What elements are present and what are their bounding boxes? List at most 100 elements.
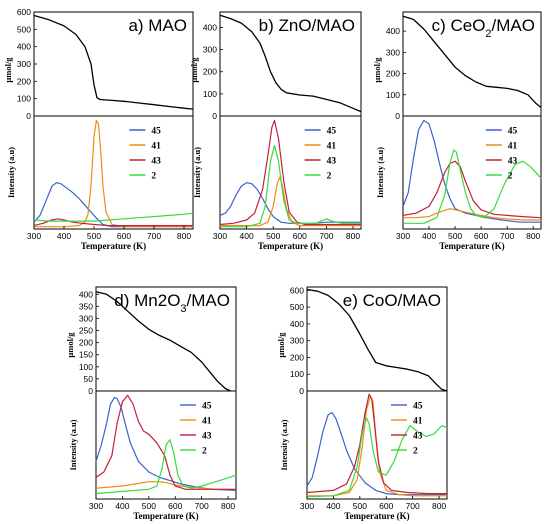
x-tick-label: 600 — [117, 231, 131, 241]
x-axis-label: Temperature (K) — [439, 241, 504, 251]
chart-panel-4: 0 50 100 150 200 250 300 350 400 μmol/g d) Mn2O3/M… — [65, 286, 237, 521]
bottom-plot: Intensity (a.u) 45 41 43 2 300 400 500 600 700 800… — [68, 390, 237, 521]
y-tick-label: 300 — [386, 47, 400, 57]
y-tick-label: 100 — [290, 369, 304, 379]
series-line-45 — [95, 396, 237, 491]
legend-label-45: 45 — [327, 127, 337, 137]
chart-panel-1: 0 100 200 300 400 500 600 μmol/g a) MAO Intensity… — [3, 7, 194, 251]
bottom-plot: Intensity (a.u) 45 41 43 2 300 400 500 600 700 800… — [375, 115, 542, 251]
y-tick-label: 50 — [84, 374, 94, 384]
legend-label-43: 43 — [327, 157, 337, 167]
legend-label-2: 2 — [508, 172, 513, 182]
x-tick-label: 500 — [266, 231, 280, 241]
series-line-2 — [403, 149, 542, 224]
legend-label-41: 41 — [508, 142, 518, 152]
legend-label-43: 43 — [413, 432, 423, 442]
uptake-series-line — [219, 14, 362, 113]
bottom-y-axis-label: Intensity (a.u) — [68, 419, 78, 470]
bottom-plot: Intensity (a.u) 45 41 43 2 300 400 500 600 700 800… — [279, 390, 448, 521]
bottom-plot-frame — [402, 115, 542, 230]
x-tick-label: 400 — [57, 231, 71, 241]
series-line-43 — [95, 394, 236, 490]
y-tick-label: 300 — [290, 336, 304, 346]
legend: 45 41 43 2 — [304, 127, 337, 182]
legend: 45 41 43 2 — [391, 402, 423, 457]
top-y-axis-label: μmol/g — [372, 57, 382, 83]
y-tick-label: 400 — [386, 26, 400, 36]
series-line-41 — [403, 208, 541, 221]
y-tick-label: 100 — [203, 89, 217, 99]
top-plot: 0 100 200 300 400 μmol/g b) ZnO/MAO — [189, 11, 362, 121]
legend-label-43: 43 — [508, 157, 518, 167]
y-tick-label: 100 — [17, 94, 31, 104]
x-tick-label: 400 — [240, 231, 254, 241]
legend-label-2: 2 — [151, 172, 156, 182]
top-plot: 0 100 200 300 400 500 600 μmol/g e) CoO/MAO — [276, 285, 448, 396]
panel-title: e) CoO/MAO — [343, 291, 441, 310]
bottom-y-axis-label: Intensity (a.u) — [192, 147, 202, 198]
top-plot: 0 100 200 300 400 μmol/g c) CeO2/MAO — [372, 11, 542, 121]
x-tick-label: 400 — [115, 501, 129, 511]
series-line-45 — [219, 182, 361, 224]
legend: 45 41 43 2 — [485, 127, 518, 182]
panel-title: d) Mn2O3/MAO — [114, 291, 230, 315]
y-tick-label: 300 — [17, 59, 31, 69]
panel-title: b) ZnO/MAO — [259, 16, 355, 35]
legend-label-2: 2 — [413, 447, 418, 457]
bottom-plot-frame — [95, 390, 237, 500]
legend-label-41: 41 — [202, 417, 212, 427]
legend: 45 41 43 2 — [180, 402, 212, 457]
legend-label-45: 45 — [151, 127, 161, 137]
legend-label-41: 41 — [327, 142, 337, 152]
x-tick-label: 600 — [168, 501, 182, 511]
legend-label-45: 45 — [508, 127, 518, 137]
chart-panel-3: 0 100 200 300 400 μmol/g c) CeO2/MAO Intensity … — [372, 11, 542, 251]
series-line-41 — [220, 176, 361, 227]
top-y-axis-label: μmol/g — [65, 332, 75, 358]
y-tick-label: 200 — [386, 69, 400, 79]
series-line-41 — [95, 481, 236, 490]
x-tick-label: 300 — [213, 231, 227, 241]
series-line-2 — [306, 417, 448, 498]
x-tick-label: 800 — [221, 501, 235, 511]
y-tick-label: 400 — [17, 42, 31, 52]
uptake-series-line — [33, 14, 194, 110]
chart-panel-5: 0 100 200 300 400 500 600 μmol/g e) CoO/MAO Inten… — [276, 285, 448, 521]
x-tick-label: 700 — [500, 231, 514, 241]
legend: 45 41 43 2 — [129, 127, 161, 182]
y-tick-label: 400 — [203, 22, 217, 32]
series-line-43 — [402, 160, 542, 219]
x-tick-label: 500 — [448, 231, 462, 241]
x-tick-label: 300 — [27, 231, 41, 241]
top-plot: 0 50 100 150 200 250 300 350 400 μmol/g d) Mn2O3/M… — [65, 286, 237, 396]
bottom-plot: Intensity (a.u) 45 41 43 2 300 400 500 600 700 800… — [192, 115, 362, 251]
y-tick-label: 350 — [79, 301, 93, 311]
x-tick-label: 500 — [353, 501, 367, 511]
x-tick-label: 300 — [89, 501, 103, 511]
x-tick-label: 500 — [87, 231, 101, 241]
x-tick-label: 800 — [346, 231, 360, 241]
y-tick-label: 150 — [79, 350, 93, 360]
top-plot: 0 100 200 300 400 500 600 μmol/g a) MAO — [3, 7, 194, 121]
y-tick-label: 200 — [79, 338, 93, 348]
x-tick-label: 300 — [300, 501, 314, 511]
x-axis-label: Temperature (K) — [133, 511, 198, 521]
y-tick-label: 200 — [17, 76, 31, 86]
y-tick-label: 100 — [79, 362, 93, 372]
x-axis-label: Temperature (K) — [81, 241, 146, 251]
series-line-2 — [33, 212, 194, 222]
uptake-series-line — [95, 291, 231, 392]
series-line-2 — [95, 439, 237, 495]
y-tick-label: 0 — [88, 386, 93, 396]
x-tick-label: 300 — [396, 231, 410, 241]
panel-title: c) CeO2/MAO — [432, 16, 535, 40]
bottom-plot-frame — [219, 115, 362, 230]
y-tick-label: 400 — [290, 319, 304, 329]
x-tick-label: 700 — [319, 231, 333, 241]
y-tick-label: 0 — [212, 111, 217, 121]
y-tick-label: 200 — [203, 67, 217, 77]
legend-label-43: 43 — [151, 157, 161, 167]
bottom-y-axis-label: Intensity (a.u) — [375, 147, 385, 198]
legend-label-45: 45 — [202, 402, 212, 412]
